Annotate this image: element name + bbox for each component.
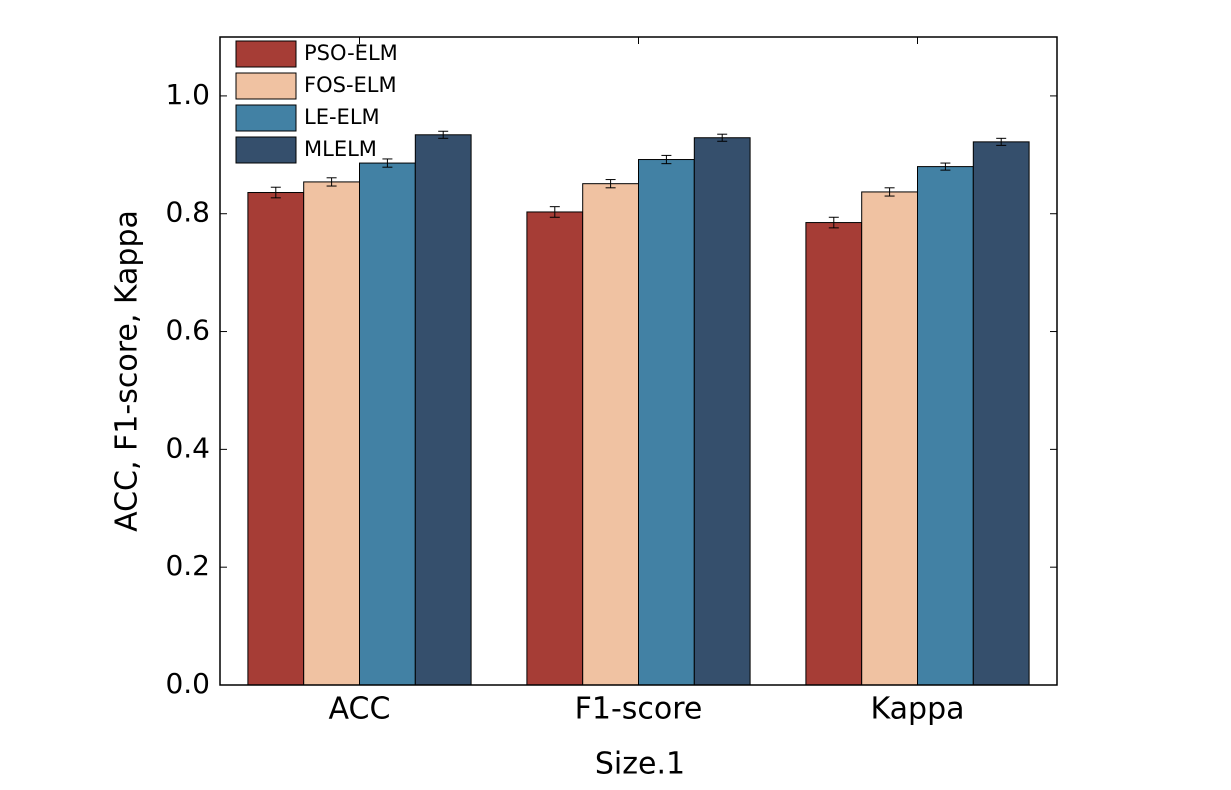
bar (972, 141, 1030, 686)
bar (917, 166, 974, 686)
y-tick-label: 0.8 (165, 196, 210, 229)
legend-swatch (235, 40, 297, 68)
bar (359, 162, 416, 686)
error-bar (940, 162, 951, 171)
legend-label: FOS-ELM (304, 73, 397, 97)
bar (582, 183, 640, 686)
x-tick-label: ACC (329, 692, 391, 727)
error-bar (661, 154, 672, 165)
legend-swatch (235, 104, 297, 132)
y-tick-label: 0.0 (165, 667, 210, 700)
error-bar (438, 130, 449, 139)
y-tick-label: 1.0 (165, 78, 210, 111)
y-tick-label: 0.6 (165, 314, 210, 347)
bar (638, 159, 695, 686)
error-bar (549, 206, 560, 218)
bar (861, 191, 919, 686)
legend-label: MLELM (304, 137, 377, 161)
legend-label: LE-ELM (304, 105, 380, 129)
plot-frame (219, 36, 1058, 686)
bar (303, 181, 361, 686)
error-bar (326, 177, 337, 187)
bar (805, 222, 863, 686)
error-bar (717, 133, 728, 142)
error-bar (605, 179, 616, 189)
bar (414, 134, 472, 686)
x-tick-label: Kappa (871, 692, 965, 727)
error-bar (996, 137, 1007, 146)
legend-swatch (235, 72, 297, 100)
legend-label: PSO-ELM (304, 41, 398, 65)
bar (526, 211, 584, 686)
error-bar (884, 187, 895, 197)
x-axis-label: Size.1 (595, 747, 685, 782)
y-axis-label: ACC, F1-score, Kappa (110, 210, 145, 532)
bar (693, 137, 751, 686)
error-bar (828, 216, 839, 229)
x-tick-label: F1-score (575, 692, 703, 727)
bar (247, 192, 305, 686)
error-bar (382, 158, 393, 168)
error-bar (270, 186, 281, 199)
y-tick-label: 0.2 (165, 549, 210, 582)
legend-swatch (235, 136, 297, 164)
y-tick-label: 0.4 (165, 431, 210, 464)
